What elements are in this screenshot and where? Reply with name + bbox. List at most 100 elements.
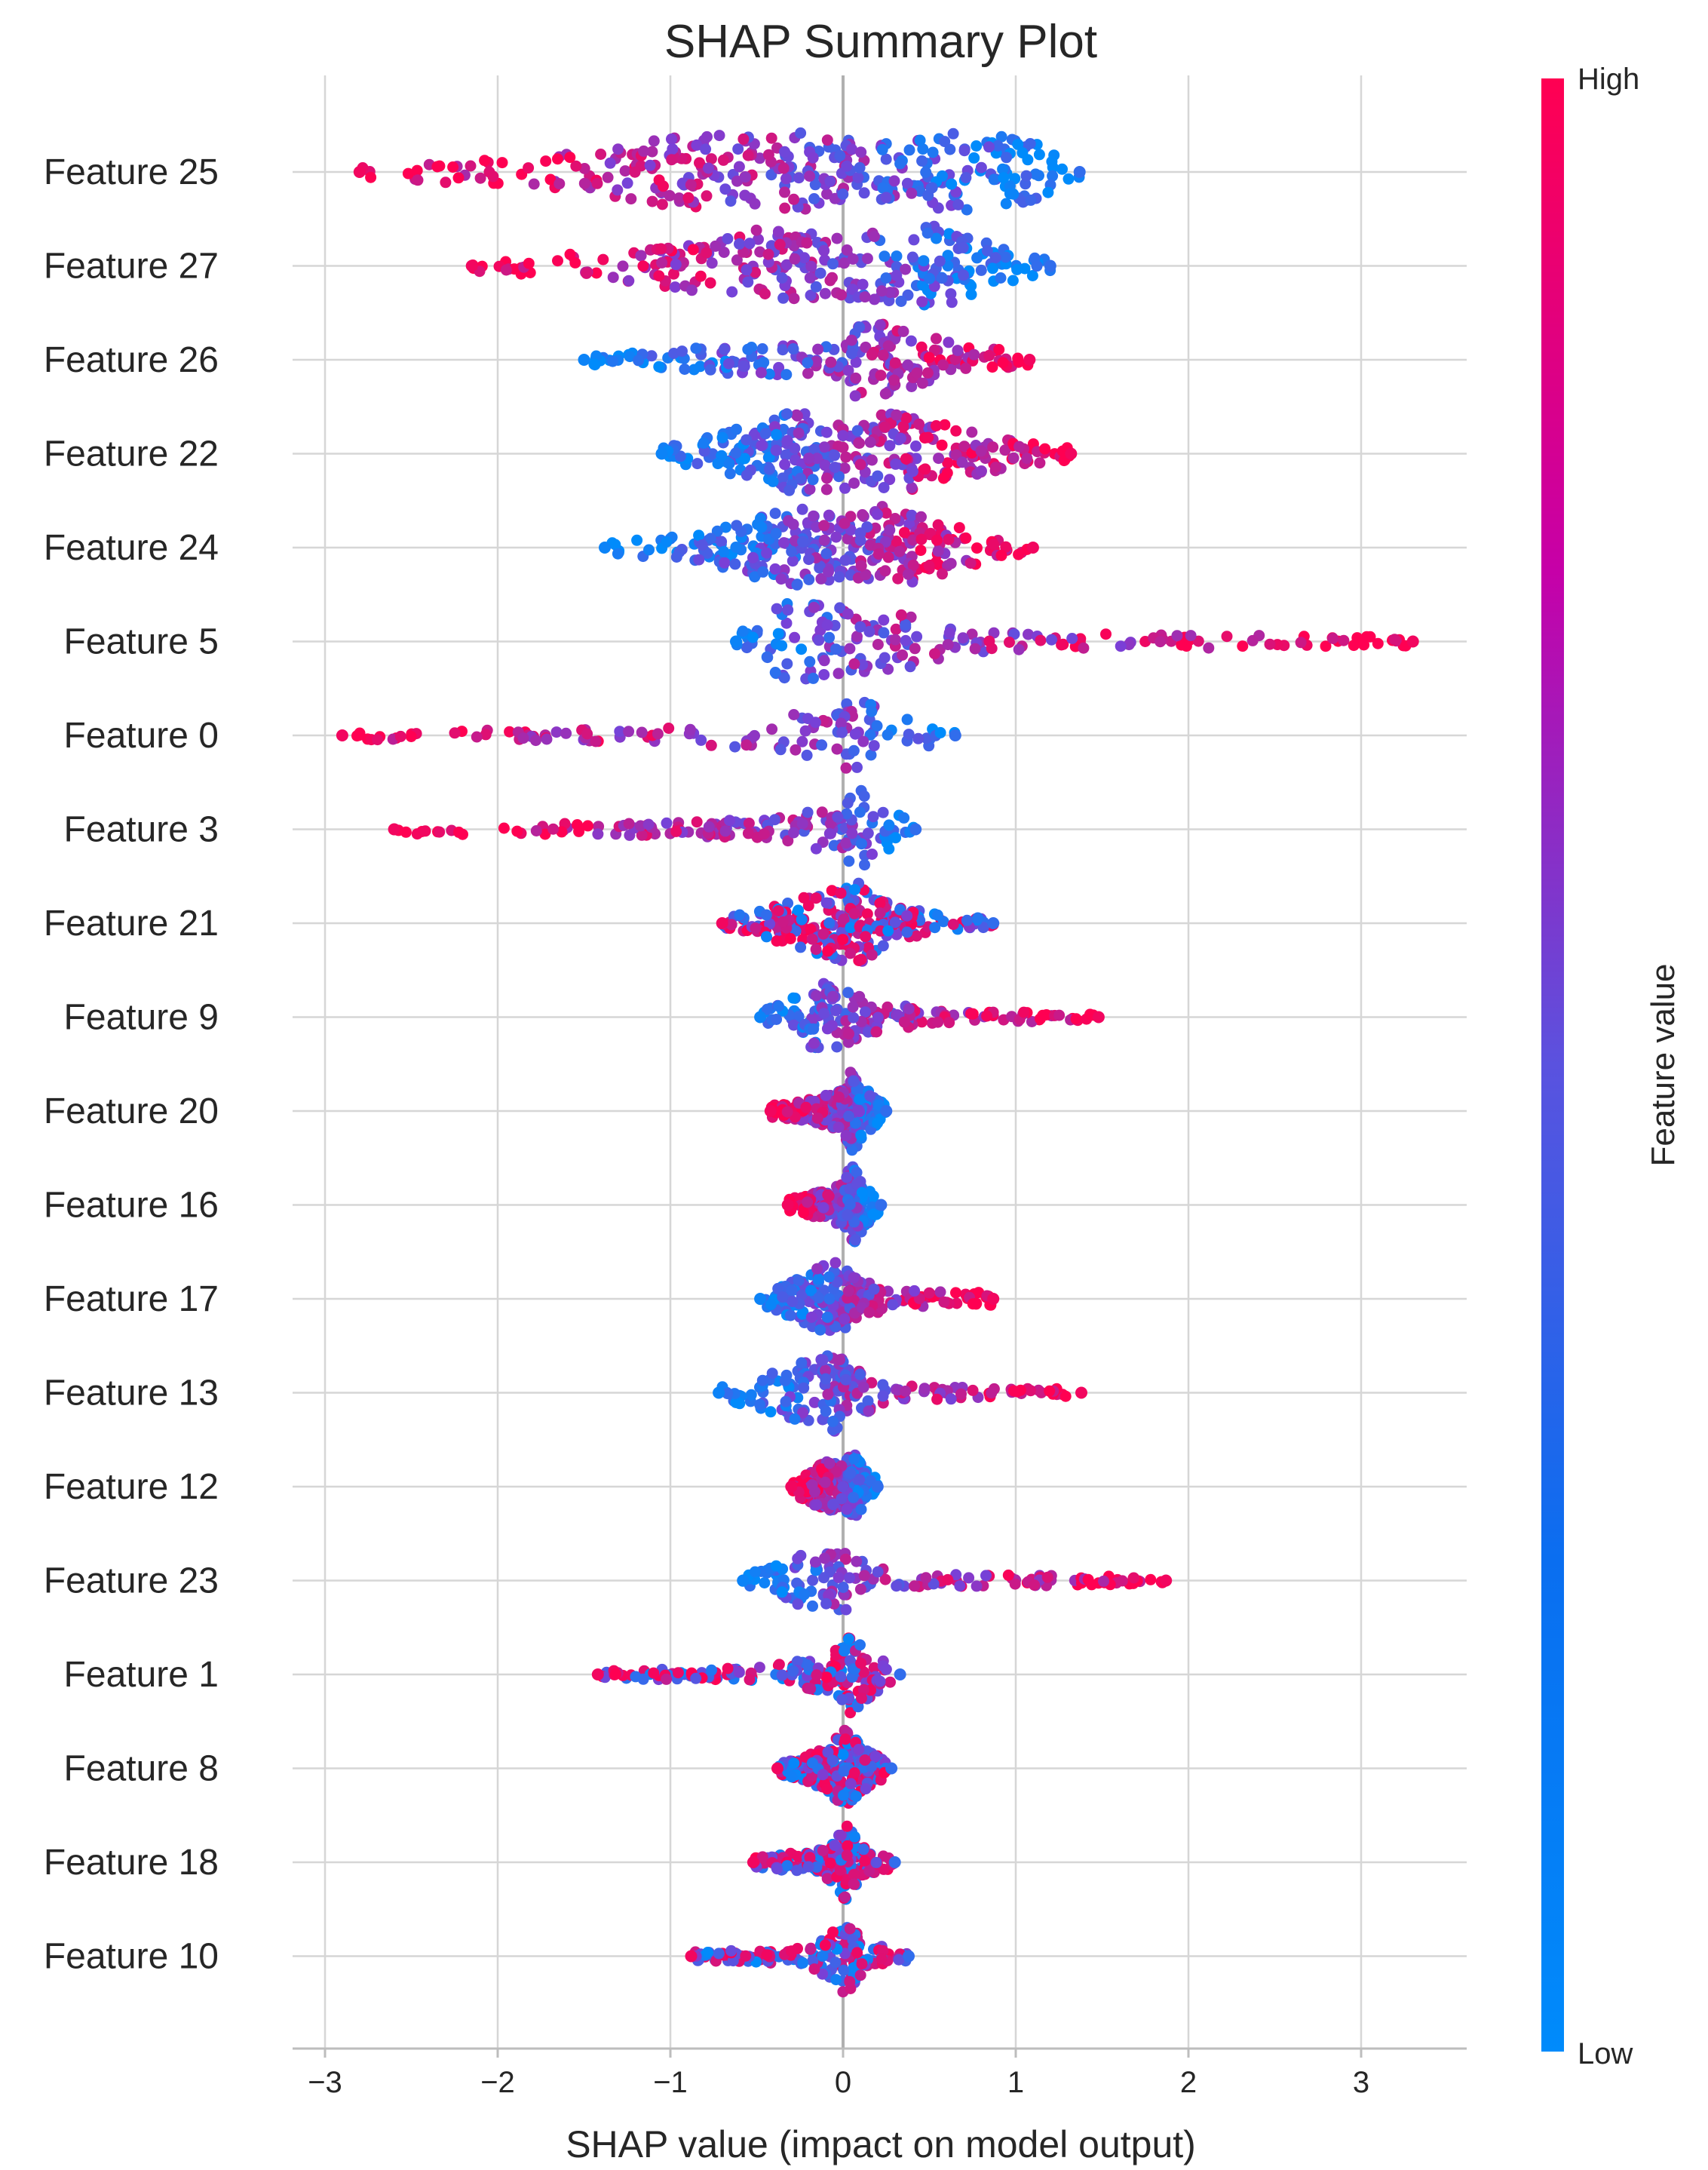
shap-point [858, 1570, 870, 1582]
shap-point [1029, 168, 1041, 180]
shap-point [1264, 638, 1276, 650]
shap-point [808, 1963, 820, 1975]
feature-row-points [388, 784, 922, 871]
shap-point [754, 152, 766, 164]
shap-point [365, 171, 377, 183]
shap-point [818, 441, 830, 453]
shap-point [1026, 542, 1039, 554]
shap-point [842, 1633, 854, 1645]
shap-point [976, 465, 987, 477]
shap-point [624, 351, 636, 363]
shap-point [765, 169, 777, 181]
shap-point [916, 155, 928, 167]
feature-row-points [655, 408, 1078, 497]
shap-point [851, 425, 863, 437]
shap-point [826, 1754, 839, 1766]
shap-point [943, 336, 955, 348]
shap-point [882, 340, 894, 352]
shap-point [670, 825, 682, 837]
shap-point [908, 234, 920, 246]
shap-point [877, 349, 889, 361]
shap-point [781, 408, 793, 420]
shap-point [850, 1791, 862, 1803]
shap-point [1372, 637, 1384, 649]
shap-point [839, 482, 851, 494]
shap-point [602, 171, 614, 183]
shap-point [839, 517, 851, 529]
shap-point [810, 281, 822, 293]
shap-point [725, 919, 737, 931]
shap-point [840, 837, 852, 849]
shap-point [858, 187, 870, 199]
shap-point [846, 1144, 858, 1156]
shap-point [1023, 354, 1036, 366]
shap-point [765, 132, 777, 144]
shap-point [879, 1573, 891, 1585]
shap-point [701, 548, 713, 559]
shap-point [880, 1105, 893, 1117]
shap-point [1024, 138, 1036, 149]
shap-point [932, 545, 944, 557]
shap-point [820, 1671, 833, 1684]
shap-point [610, 1668, 621, 1680]
shap-point [590, 267, 603, 279]
shap-point [942, 250, 954, 262]
shap-point [874, 898, 886, 910]
shap-point [848, 1453, 860, 1465]
x-tick-label: 3 [1353, 2066, 1369, 2099]
shap-point [893, 1954, 905, 1966]
shap-point [841, 160, 853, 172]
shap-point [792, 1552, 804, 1564]
shap-point [983, 349, 995, 361]
shap-point [742, 149, 754, 161]
shap-point [818, 534, 830, 546]
shap-point [900, 453, 912, 465]
shap-point [776, 1669, 788, 1681]
shap-point [872, 470, 884, 482]
shap-point [817, 1769, 829, 1781]
shap-point [528, 178, 540, 190]
shap-point [854, 806, 866, 818]
shap-point [830, 643, 842, 655]
feature-label: Feature 25 [44, 152, 219, 192]
shap-point [544, 173, 557, 186]
shap-point [718, 247, 730, 258]
shap-point [891, 409, 903, 421]
shap-point [706, 257, 718, 269]
shap-point [1086, 1579, 1098, 1591]
shap-point [820, 1364, 831, 1377]
feature-row-points [336, 696, 961, 774]
shap-point [731, 254, 743, 266]
shap-point [633, 355, 645, 367]
shap-point [889, 357, 901, 369]
shap-point [761, 1949, 773, 1961]
shap-point [866, 454, 878, 466]
shap-point [1063, 173, 1075, 185]
shap-point [862, 1026, 874, 1038]
feature-label: Feature 8 [64, 1749, 219, 1789]
shap-point [931, 232, 943, 244]
shap-point [511, 825, 523, 837]
shap-point [564, 152, 576, 164]
shap-point [823, 917, 836, 929]
shap-point [891, 250, 903, 262]
shap-point [943, 627, 955, 639]
shap-point [823, 1271, 835, 1283]
shap-point [643, 544, 655, 556]
shap-point [784, 933, 796, 944]
shap-point [1035, 1013, 1046, 1025]
shap-point [850, 356, 862, 368]
shap-point [841, 1820, 853, 1832]
shap-point [975, 445, 987, 457]
shap-point [796, 643, 808, 655]
shap-point [756, 1851, 768, 1863]
shap-point [849, 884, 860, 895]
shap-point [909, 1580, 921, 1592]
shap-point [730, 635, 742, 648]
shap-point [690, 1672, 702, 1684]
shap-point [761, 1003, 773, 1015]
shap-point [1406, 635, 1419, 648]
shap-point [967, 1384, 979, 1396]
shap-point [937, 359, 949, 371]
shap-point [813, 1292, 825, 1304]
